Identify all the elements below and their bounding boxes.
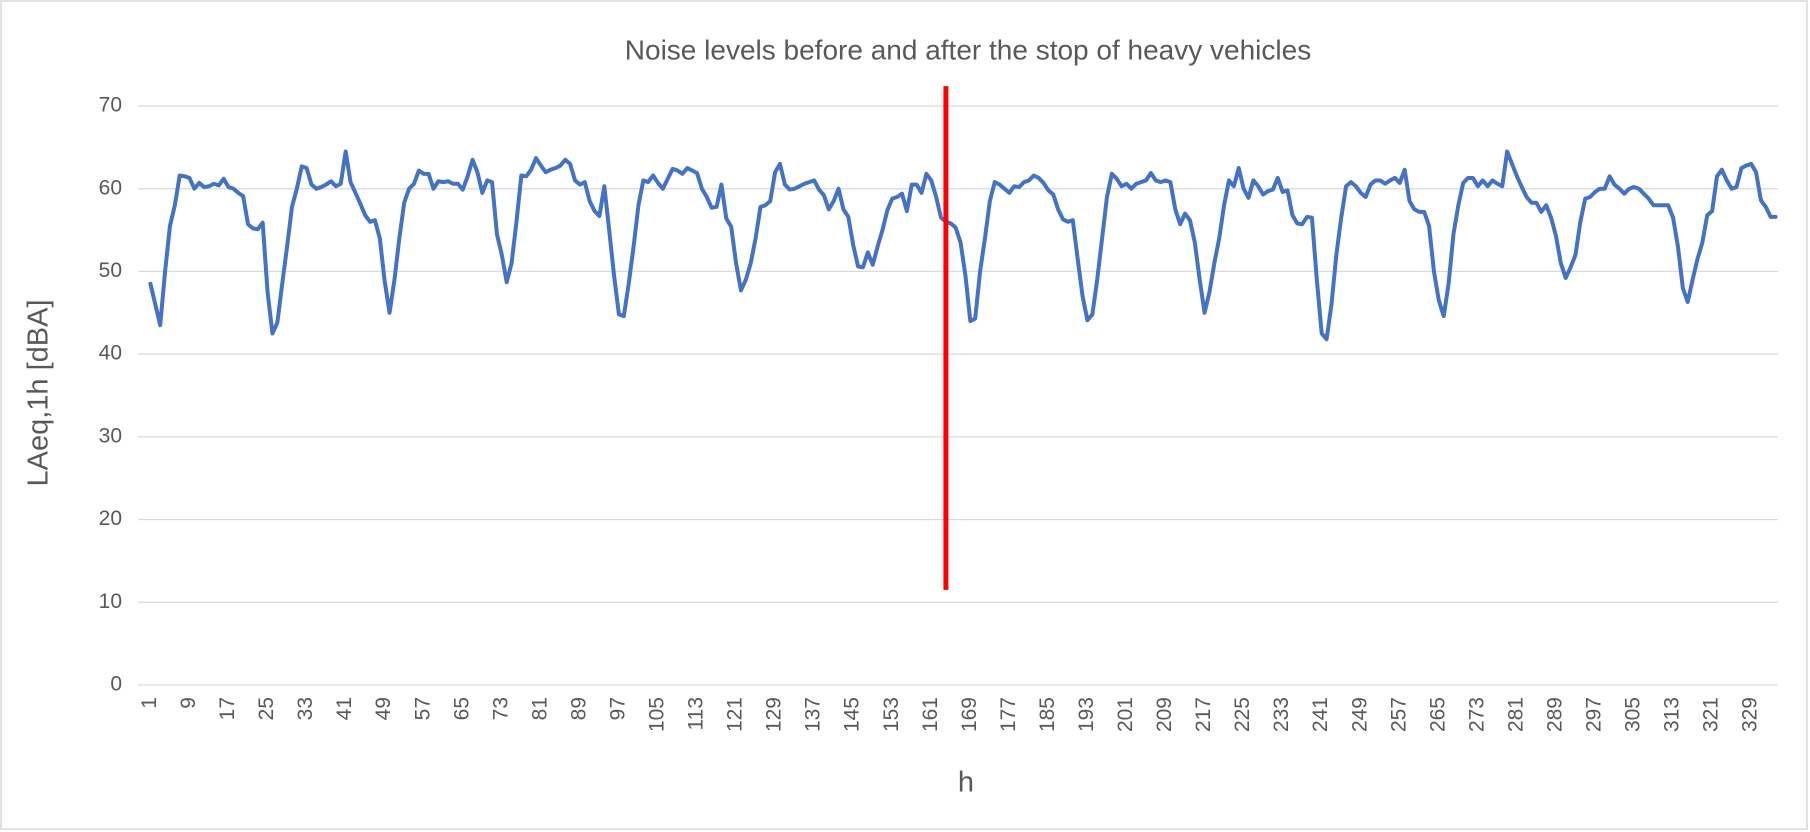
x-tick-label: 49	[372, 697, 395, 720]
x-tick-label: 209	[1153, 697, 1176, 732]
y-tick-label: 70	[99, 94, 122, 117]
x-tick-label: 57	[411, 697, 434, 720]
x-tick-label: 73	[489, 697, 512, 720]
x-tick-label: 321	[1700, 697, 1723, 732]
x-tick-label: 185	[1036, 697, 1059, 732]
x-tick-label: 113	[685, 697, 708, 730]
y-tick-label: 20	[99, 507, 122, 530]
x-tick-label: 81	[528, 697, 551, 720]
x-tick-label: 249	[1348, 697, 1371, 732]
x-tick-label: 33	[294, 697, 317, 720]
y-tick-label: 50	[99, 259, 122, 282]
y-tick-label: 30	[99, 424, 122, 447]
x-tick-label: 1	[138, 697, 161, 709]
y-tick-label: 0	[110, 673, 122, 696]
x-tick-label: 9	[177, 697, 200, 709]
x-tick-label: 121	[724, 697, 747, 732]
y-axis-label: LAeq,1h [dBA]	[23, 299, 55, 486]
x-tick-label: 329	[1739, 697, 1762, 732]
x-tick-label: 201	[1114, 697, 1137, 732]
x-axis-label: h	[958, 767, 974, 799]
x-tick-label: 289	[1543, 697, 1566, 732]
series-line	[148, 149, 1778, 342]
x-tick-label: 265	[1426, 697, 1449, 732]
x-tick-label: 65	[450, 697, 473, 720]
x-tick-label: 313	[1661, 697, 1684, 732]
y-tick-label: 10	[99, 590, 122, 613]
x-tick-label: 225	[1231, 697, 1254, 732]
x-tick-label: 97	[606, 697, 629, 720]
x-tick-label: 25	[255, 697, 278, 720]
x-tick-label: 297	[1583, 697, 1606, 732]
x-tick-label: 137	[802, 697, 825, 732]
x-tick-label: 89	[567, 697, 590, 720]
y-tick-label: 40	[99, 342, 122, 365]
x-tick-label: 169	[958, 697, 981, 732]
x-tick-label: 177	[997, 697, 1020, 732]
x-tick-label: 281	[1504, 697, 1527, 732]
x-tick-label: 217	[1192, 697, 1215, 732]
chart-title: Noise levels before and after the stop o…	[625, 34, 1311, 65]
x-tick-label: 161	[919, 697, 942, 732]
x-tick-label: 145	[841, 697, 864, 732]
x-tick-label: 41	[333, 697, 356, 720]
x-tick-label: 17	[216, 697, 239, 720]
y-tick-label: 60	[99, 176, 122, 199]
x-tick-label: 233	[1270, 697, 1293, 732]
x-tick-label: 241	[1309, 697, 1332, 732]
x-tick-label: 129	[763, 697, 786, 732]
x-tick-label: 153	[880, 697, 903, 732]
x-tick-label: 105	[646, 697, 669, 732]
x-tick-label: 305	[1622, 697, 1645, 732]
x-tick-label: 193	[1075, 697, 1098, 732]
x-tick-label: 257	[1387, 697, 1410, 732]
x-tick-label: 273	[1465, 697, 1488, 732]
